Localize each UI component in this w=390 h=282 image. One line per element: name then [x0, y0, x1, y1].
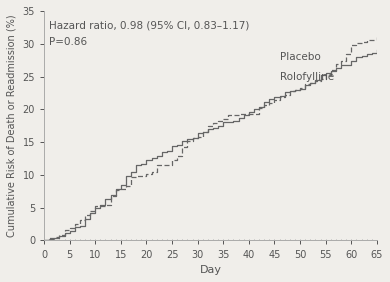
Text: Placebo: Placebo: [280, 52, 320, 62]
Text: P=0.86: P=0.86: [49, 37, 87, 47]
Text: Hazard ratio, 0.98 (95% CI, 0.83–1.17): Hazard ratio, 0.98 (95% CI, 0.83–1.17): [49, 21, 250, 31]
Text: Rolofylline: Rolofylline: [280, 72, 334, 82]
Y-axis label: Cumulative Risk of Death or Readmission (%): Cumulative Risk of Death or Readmission …: [7, 14, 17, 237]
X-axis label: Day: Day: [199, 265, 222, 275]
